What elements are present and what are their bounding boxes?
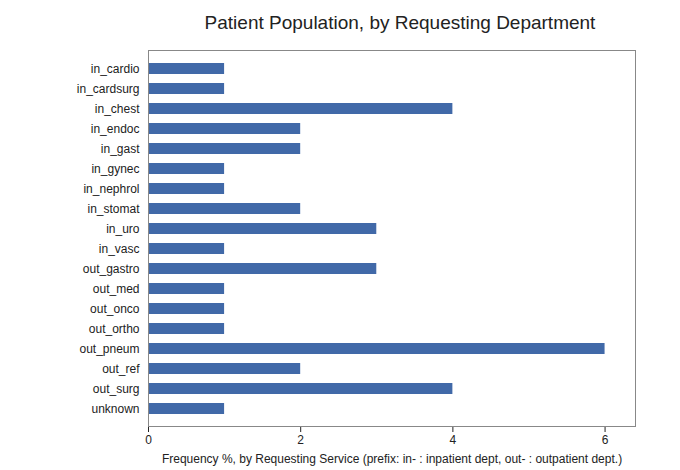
svg-text:Frequency %, by Requesting Ser: Frequency %, by Requesting Service (pref… — [162, 452, 622, 466]
svg-text:in_cardio: in_cardio — [91, 62, 140, 76]
svg-text:out_surg: out_surg — [93, 382, 140, 396]
svg-text:out_med: out_med — [93, 282, 140, 296]
svg-text:in_gast: in_gast — [101, 142, 140, 156]
svg-text:in_nephrol: in_nephrol — [83, 182, 139, 196]
svg-text:out_ortho: out_ortho — [89, 322, 140, 336]
svg-text:0: 0 — [145, 433, 152, 447]
svg-text:unknown: unknown — [91, 402, 139, 416]
svg-text:in_chest: in_chest — [95, 102, 140, 116]
svg-text:out_pneum: out_pneum — [79, 342, 139, 356]
svg-text:out_ref: out_ref — [102, 362, 140, 376]
svg-text:in_uro: in_uro — [106, 222, 140, 236]
svg-text:out_gastro: out_gastro — [83, 262, 140, 276]
svg-text:6: 6 — [602, 433, 609, 447]
svg-text:out_onco: out_onco — [90, 302, 140, 316]
svg-text:2: 2 — [297, 433, 304, 447]
svg-text:4: 4 — [450, 433, 457, 447]
svg-text:in_endoc: in_endoc — [91, 122, 140, 136]
svg-text:in_gynec: in_gynec — [91, 162, 139, 176]
svg-text:in_cardsurg: in_cardsurg — [77, 82, 140, 96]
svg-text:in_stomat: in_stomat — [87, 202, 140, 216]
svg-text:in_vasc: in_vasc — [99, 242, 140, 256]
html-text:Patient Population, by Request: Patient Population, by Requesting Depart… — [204, 12, 596, 33]
